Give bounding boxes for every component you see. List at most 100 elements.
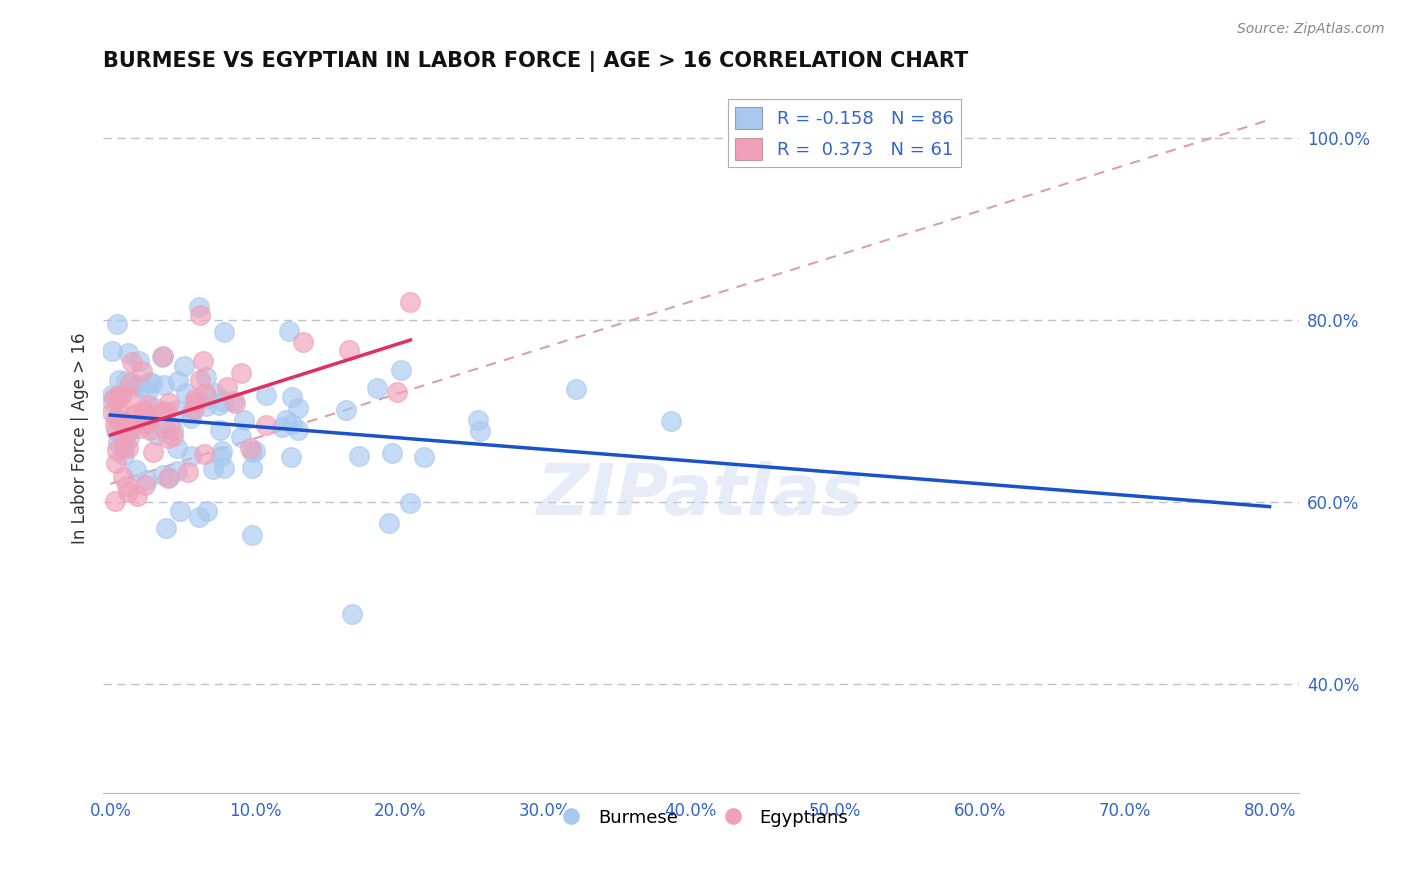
Point <box>209 423 232 437</box>
Point <box>157 471 180 485</box>
Text: BURMESE VS EGYPTIAN IN LABOR FORCE | AGE > 16 CORRELATION CHART: BURMESE VS EGYPTIAN IN LABOR FORCE | AGE… <box>103 51 969 71</box>
Point <box>201 462 224 476</box>
Point <box>138 375 160 389</box>
Point <box>281 417 304 431</box>
Point <box>103 391 125 405</box>
Point <box>162 429 184 443</box>
Point <box>173 359 195 373</box>
Point <box>280 450 302 464</box>
Point <box>204 385 226 400</box>
Point <box>224 396 246 410</box>
Point <box>124 407 146 421</box>
Point <box>141 376 163 390</box>
Point <box>105 442 128 457</box>
Point <box>197 391 219 405</box>
Point <box>134 478 156 492</box>
Point <box>118 424 141 438</box>
Point <box>180 449 202 463</box>
Point <box>389 363 412 377</box>
Point <box>166 441 188 455</box>
Point <box>124 379 146 393</box>
Point <box>157 470 180 484</box>
Point <box>112 440 135 454</box>
Point <box>240 461 263 475</box>
Point <box>212 394 235 409</box>
Point <box>108 414 131 428</box>
Point <box>132 403 155 417</box>
Point <box>162 423 184 437</box>
Point <box>468 425 491 439</box>
Point <box>131 364 153 378</box>
Point <box>229 430 252 444</box>
Point <box>138 414 160 428</box>
Point <box>105 424 128 438</box>
Point <box>125 489 148 503</box>
Point <box>174 385 197 400</box>
Point <box>104 417 127 432</box>
Point <box>183 394 205 409</box>
Point <box>136 384 159 398</box>
Point <box>152 405 174 419</box>
Point <box>114 433 136 447</box>
Point <box>112 448 135 462</box>
Point <box>108 388 131 402</box>
Text: ZIPatlas: ZIPatlas <box>537 460 865 530</box>
Point <box>166 403 188 417</box>
Point <box>166 464 188 478</box>
Point <box>101 388 124 402</box>
Point <box>169 504 191 518</box>
Point <box>229 367 252 381</box>
Point <box>211 444 233 458</box>
Point <box>194 385 217 400</box>
Point <box>292 335 315 350</box>
Point <box>111 388 134 402</box>
Point <box>136 473 159 487</box>
Point <box>381 446 404 460</box>
Point <box>271 420 294 434</box>
Point <box>565 382 588 396</box>
Point <box>152 349 174 363</box>
Point <box>142 445 165 459</box>
Point <box>287 423 309 437</box>
Point <box>188 300 211 314</box>
Point <box>413 450 436 464</box>
Point <box>121 355 143 369</box>
Point <box>212 326 235 340</box>
Point <box>194 369 217 384</box>
Point <box>467 413 489 427</box>
Point <box>101 405 124 419</box>
Point <box>101 393 124 408</box>
Point <box>128 353 150 368</box>
Point <box>187 509 209 524</box>
Point <box>208 398 231 412</box>
Point <box>136 398 159 412</box>
Point <box>232 413 254 427</box>
Point <box>399 295 422 310</box>
Point <box>128 421 150 435</box>
Point <box>121 409 143 424</box>
Point <box>152 420 174 434</box>
Point <box>155 521 177 535</box>
Point <box>190 308 212 322</box>
Point <box>132 416 155 430</box>
Point <box>337 343 360 358</box>
Point <box>118 431 141 445</box>
Point <box>335 402 357 417</box>
Point <box>366 381 388 395</box>
Point <box>659 414 682 428</box>
Point <box>117 442 139 456</box>
Point <box>209 450 232 464</box>
Point <box>139 423 162 437</box>
Point <box>280 390 302 404</box>
Point <box>194 400 217 414</box>
Point <box>114 374 136 388</box>
Point <box>117 346 139 360</box>
Point <box>399 496 422 510</box>
Point <box>108 373 131 387</box>
Point <box>155 404 177 418</box>
Point <box>274 413 297 427</box>
Point <box>217 380 239 394</box>
Point <box>135 417 157 431</box>
Point <box>287 401 309 415</box>
Point <box>195 504 218 518</box>
